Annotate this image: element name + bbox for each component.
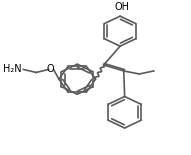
Text: OH: OH bbox=[114, 2, 129, 12]
Text: H₂N: H₂N bbox=[3, 64, 22, 74]
Text: O: O bbox=[47, 64, 55, 74]
